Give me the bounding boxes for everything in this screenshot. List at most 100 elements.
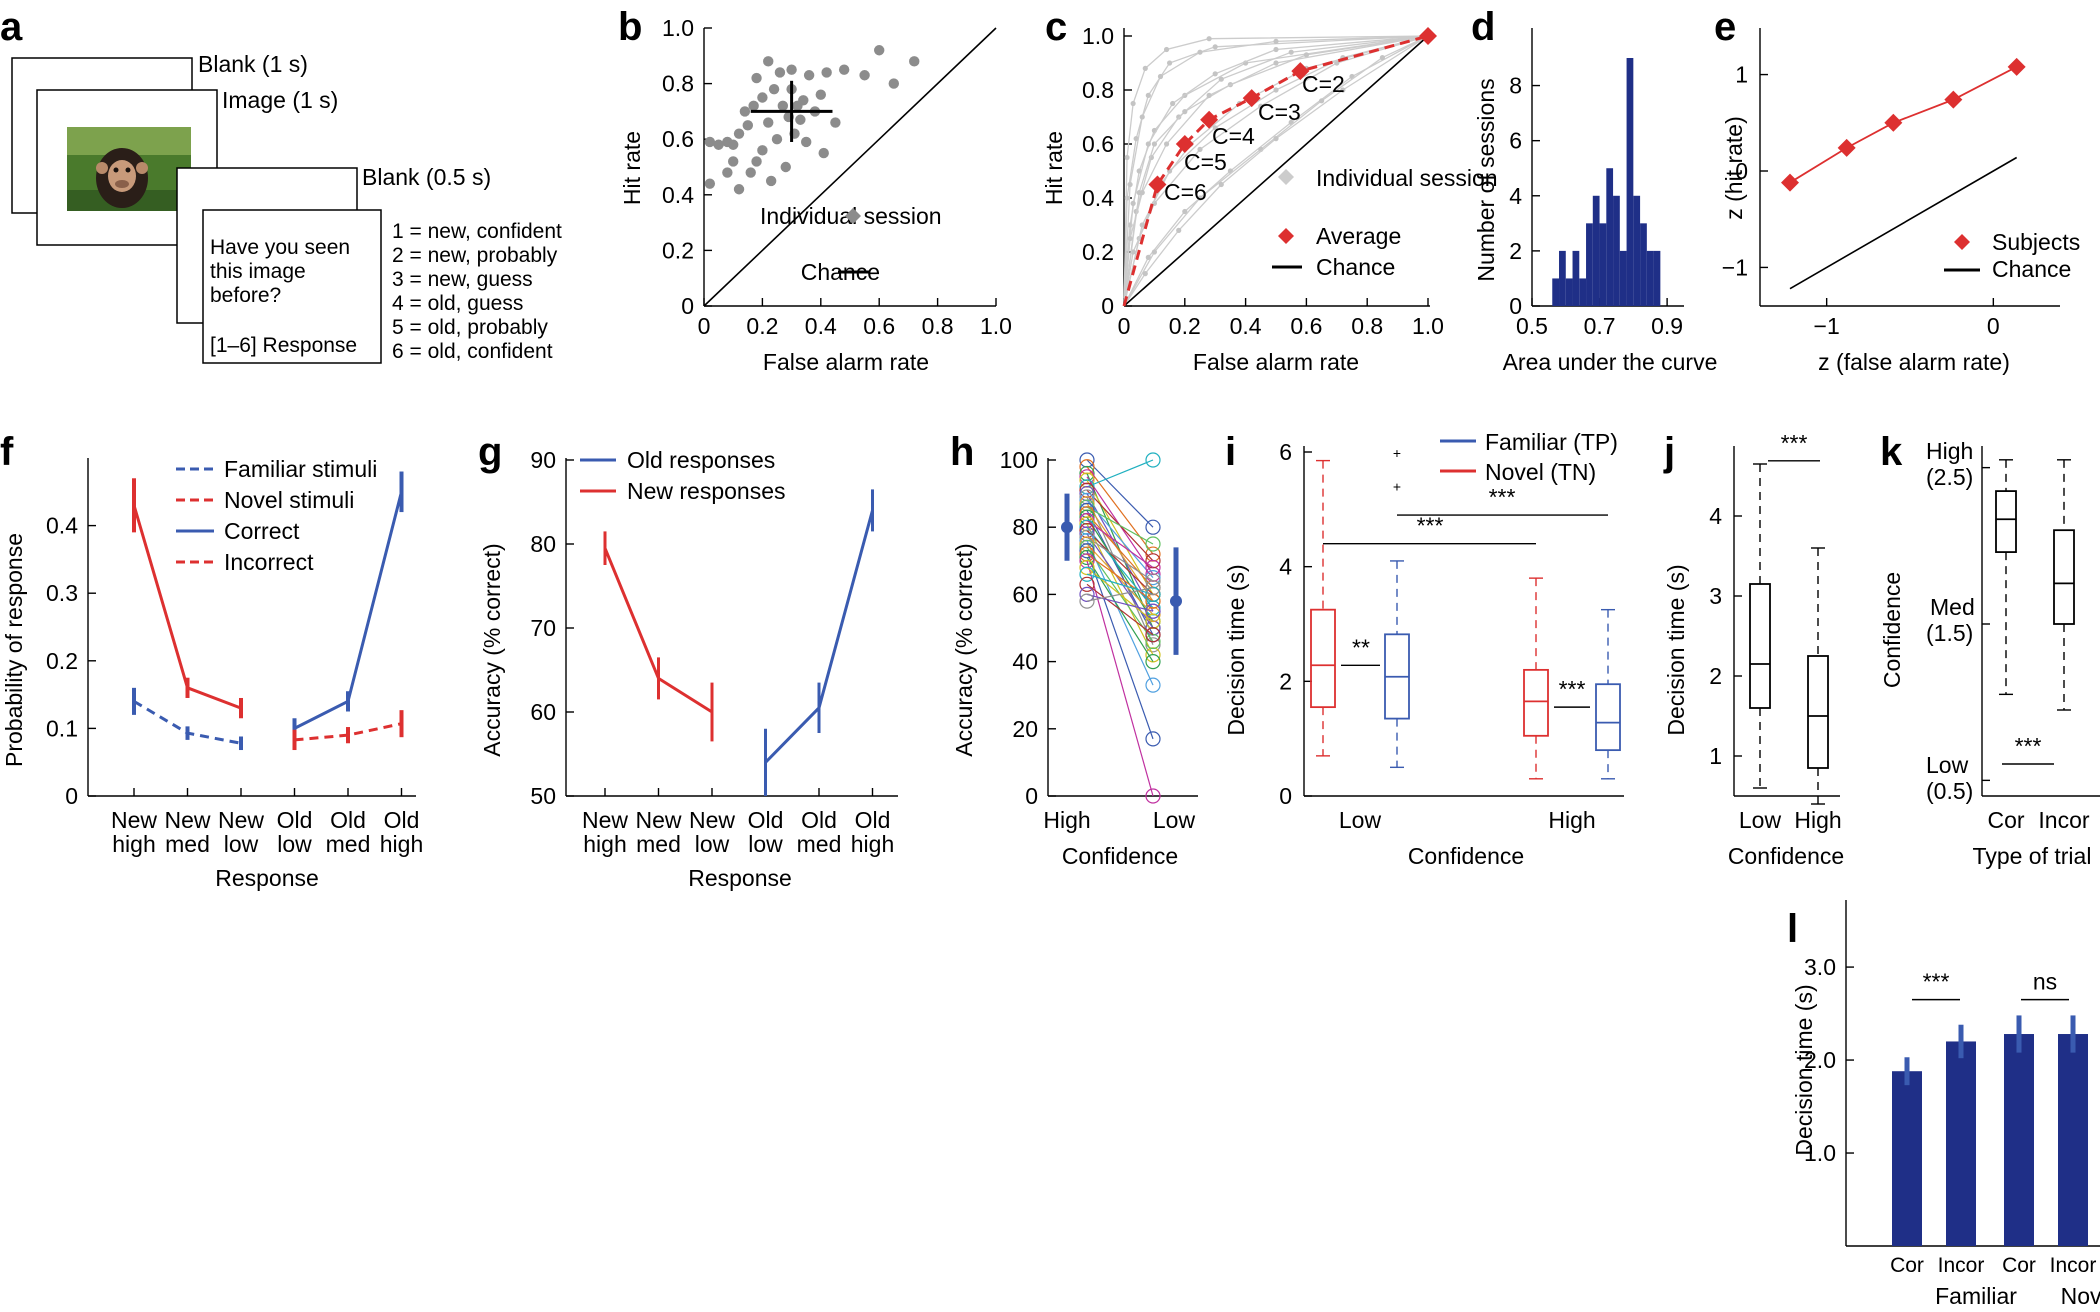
c-session-point <box>1139 114 1145 120</box>
c-average-point <box>1200 110 1219 129</box>
e-ytick-label: 1 <box>1735 62 1748 88</box>
j-sig-label: *** <box>1781 430 1808 456</box>
h-session-line <box>1086 510 1154 636</box>
panel-label-k: k <box>1880 430 1903 474</box>
b-ytick-label: 0.6 <box>662 126 694 152</box>
c-session-point <box>1139 222 1145 228</box>
f-xtick-label: Old <box>330 807 366 833</box>
b-session-point <box>742 120 753 131</box>
g-xtick-label: Old <box>855 807 891 833</box>
c-session-point <box>1130 100 1136 107</box>
e-ytick-label: −1 <box>1722 254 1748 280</box>
f-ytick-label: 0.2 <box>46 648 78 674</box>
panel-label-g: g <box>478 430 502 474</box>
panel-j-chart: Confidence Decision time (s) 1 2 3 4 Low High… <box>1663 430 1844 869</box>
e-subject-point <box>1944 90 1963 109</box>
h-session-line <box>1086 543 1154 615</box>
c-session-point <box>1197 195 1203 201</box>
c-session-point <box>1157 73 1164 80</box>
b-xtick-label: 0.2 <box>746 313 778 339</box>
c-point-label: C=4 <box>1212 123 1255 149</box>
b-session-point <box>771 134 783 145</box>
b-session-point <box>830 117 841 128</box>
panel-k-ylabel: Confidence <box>1879 572 1905 688</box>
d-histogram-bar <box>1599 223 1607 306</box>
panel-e-legend-chance: Chance <box>1992 256 2071 282</box>
b-session-point <box>733 184 745 195</box>
panel-g-legend-new: New responses <box>627 478 786 504</box>
b-session-point <box>757 92 768 103</box>
h-session-line <box>1086 583 1154 636</box>
d-ytick-label: 0 <box>1509 293 1522 319</box>
l-bar <box>2058 1034 2088 1246</box>
f-xtick-label: low <box>224 831 259 857</box>
d-histogram-bar <box>1565 278 1573 306</box>
i-outlier: + <box>1393 478 1401 494</box>
l-xtick-label: Incor <box>1938 1254 1985 1277</box>
chimpanzee-photo <box>67 127 191 211</box>
h-session-line <box>1086 587 1154 602</box>
b-session-point <box>704 136 716 148</box>
d-ytick-label: 4 <box>1509 183 1522 209</box>
i-box-iqr-box <box>1310 608 1336 709</box>
b-xtick-label: 0.8 <box>922 313 954 339</box>
option-2: 2 = new, probably <box>392 244 558 267</box>
c-point-label: C=5 <box>1184 149 1227 175</box>
b-session-point <box>818 147 829 159</box>
c-session-point <box>1167 60 1173 66</box>
d-histogram-bar <box>1586 223 1593 306</box>
panel-l-group-familiar: Familiar <box>1935 1283 2017 1309</box>
j-ytick-label: 1 <box>1709 743 1722 769</box>
panel-label-j: j <box>1663 430 1675 474</box>
b-session-point <box>763 117 774 128</box>
panel-b-xlabel: False alarm rate <box>763 349 929 375</box>
b-session-point <box>838 64 850 75</box>
c-session-point <box>1273 38 1279 45</box>
b-session-point <box>722 167 733 178</box>
c-ytick-label: 0.4 <box>1082 185 1114 211</box>
b-session-point <box>728 156 739 167</box>
h-session-low-point <box>1145 731 1161 747</box>
h-ytick-label: 60 <box>1012 581 1038 607</box>
c-session-point <box>1130 200 1136 206</box>
d-histogram-bar <box>1613 195 1620 306</box>
h-session-high-point <box>1079 586 1095 603</box>
j-box-iqr-box <box>1749 583 1771 709</box>
c-legend-session-marker <box>1278 169 1294 185</box>
f-xtick-label: low <box>277 831 312 857</box>
c-session-point <box>1163 141 1170 147</box>
h-session-low-point <box>1145 569 1161 586</box>
b-session-point <box>751 156 762 167</box>
c-session-point <box>1145 254 1151 260</box>
i-sig-label-low: ** <box>1352 634 1370 660</box>
b-session-point <box>801 136 812 148</box>
c-session-point <box>1206 92 1212 98</box>
k-ytick-label-low-val: (0.5) <box>1926 778 1973 804</box>
h-session-low-point <box>1145 553 1161 569</box>
panel-e-xlabel: z (false alarm rate) <box>1818 349 2010 375</box>
h-session-low-point <box>1145 536 1161 552</box>
h-session-low-point <box>1145 653 1161 670</box>
g-xtick-label: high <box>851 831 894 857</box>
c-session-point <box>1303 52 1309 58</box>
h-ytick-label: 0 <box>1025 783 1038 809</box>
k-ytick-label-low: Low <box>1926 752 1969 778</box>
h-ytick-label: 100 <box>1000 447 1038 473</box>
b-legend-marker <box>845 208 861 224</box>
c-xtick-label: 0.4 <box>1230 313 1262 339</box>
panel-g-chart: Old responses New responses Response Acc… <box>479 447 898 891</box>
l-bar <box>2004 1034 2034 1246</box>
d-histogram-bar <box>1606 168 1614 306</box>
b-session-point <box>728 139 739 150</box>
l-sig-label-familiar: *** <box>1923 969 1950 995</box>
screen-label-blank-2: Blank (0.5 s) <box>362 164 491 190</box>
panel-c-legend-session: Individual session <box>1316 165 1498 191</box>
h-session-line <box>1086 519 1154 569</box>
g-xtick-label: Old <box>801 807 837 833</box>
h-session-line <box>1086 553 1154 602</box>
c-session-point <box>1218 181 1224 188</box>
panel-label-e: e <box>1714 5 1736 49</box>
g-ytick-label: 60 <box>530 699 556 725</box>
l-xtick-label: Incor <box>2050 1254 2097 1277</box>
